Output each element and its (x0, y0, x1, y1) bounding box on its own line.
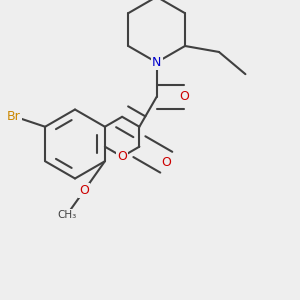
Text: O: O (179, 90, 189, 104)
Text: O: O (79, 184, 89, 197)
Text: O: O (117, 150, 127, 163)
Text: Br: Br (7, 110, 21, 123)
Text: O: O (161, 156, 171, 169)
Text: CH₃: CH₃ (57, 210, 76, 220)
Text: N: N (152, 56, 161, 69)
